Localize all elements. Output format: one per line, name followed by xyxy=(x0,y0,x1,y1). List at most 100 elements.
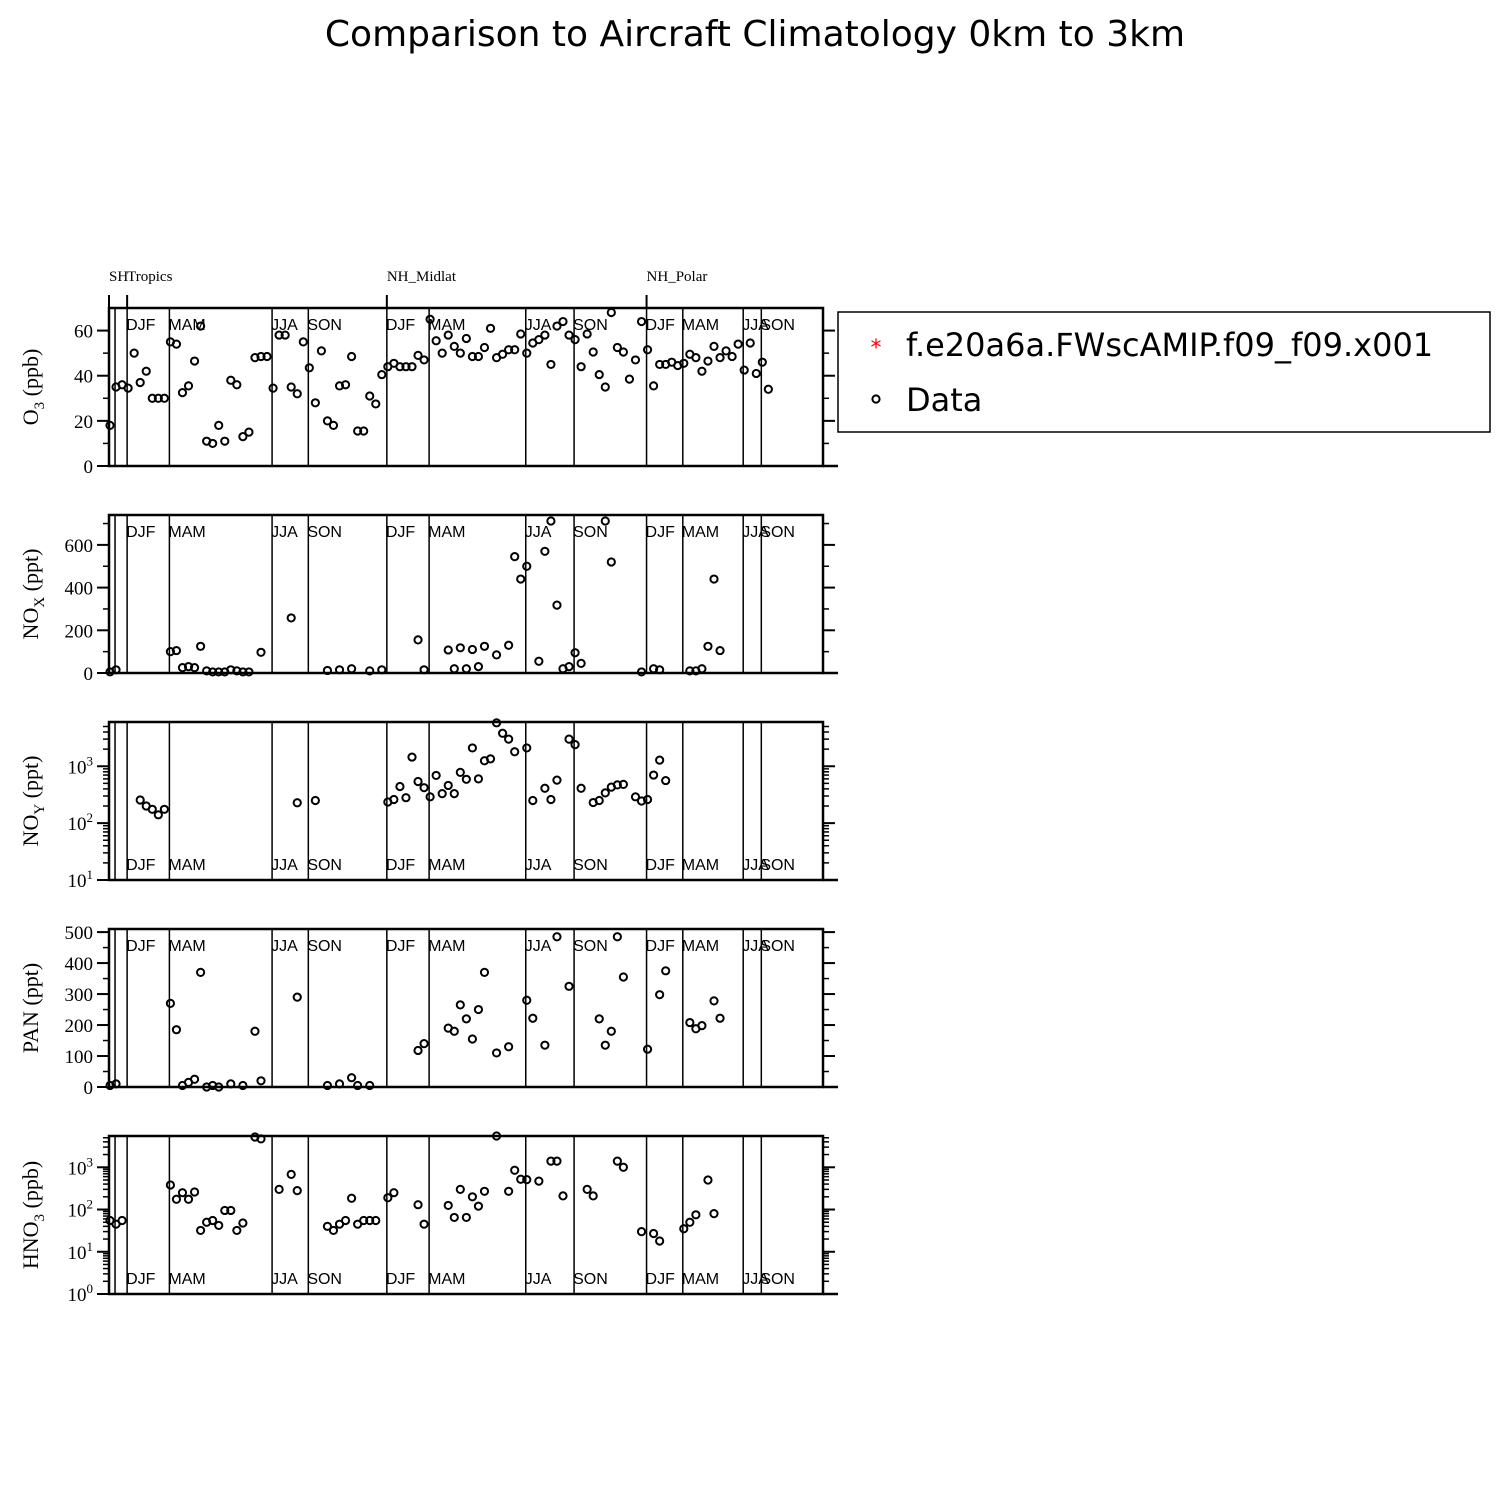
data-point xyxy=(359,426,369,436)
data-point xyxy=(419,355,429,365)
season-label: SON xyxy=(307,317,342,334)
legend-label-data: Data xyxy=(906,381,982,419)
data-point xyxy=(552,1156,562,1166)
data-point xyxy=(473,1004,484,1015)
data-point xyxy=(649,381,659,391)
data-point xyxy=(316,346,326,356)
season-label: MAM xyxy=(428,524,465,541)
data-point xyxy=(588,347,598,357)
region-label: NH_Polar xyxy=(647,269,708,285)
data-point xyxy=(238,1218,248,1228)
data-point xyxy=(165,1180,175,1190)
data-point xyxy=(715,353,725,363)
data-point xyxy=(226,665,236,675)
data-point xyxy=(328,1225,339,1236)
data-point xyxy=(546,516,556,526)
data-point xyxy=(286,1169,296,1179)
y-tick-label: 600 xyxy=(65,536,94,557)
season-label: JJA xyxy=(742,524,769,541)
data-point xyxy=(540,546,550,556)
data-point xyxy=(123,383,133,393)
data-point xyxy=(437,348,447,358)
data-point xyxy=(606,307,616,318)
data-point xyxy=(558,1191,568,1201)
data-point xyxy=(105,420,115,430)
data-point xyxy=(522,1175,532,1185)
data-point xyxy=(600,788,610,798)
data-point xyxy=(630,792,641,802)
season-label: JJA xyxy=(525,857,552,874)
data-point xyxy=(624,374,635,384)
data-point xyxy=(238,1080,248,1091)
region-label: NH_Midlat xyxy=(387,269,457,285)
data-point xyxy=(582,1184,592,1194)
data-point xyxy=(340,380,351,390)
y-tick-label: 60 xyxy=(74,322,93,343)
data-point xyxy=(202,666,212,676)
data-point xyxy=(516,1174,526,1184)
data-point xyxy=(310,398,320,408)
data-point xyxy=(334,381,345,391)
data-point xyxy=(220,436,230,446)
data-point xyxy=(189,663,200,673)
y-tick-label: 100 xyxy=(65,1047,94,1068)
season-label: JJA xyxy=(271,857,298,874)
data-point xyxy=(461,664,471,674)
data-point xyxy=(467,351,477,362)
y-tick-label: 300 xyxy=(65,985,94,1006)
season-label: JJA xyxy=(742,1271,769,1288)
data-point xyxy=(510,747,520,757)
season-label: SON xyxy=(307,524,342,541)
data-point xyxy=(546,359,556,370)
data-point xyxy=(395,362,405,372)
data-point xyxy=(570,740,580,750)
data-point xyxy=(340,1215,351,1226)
data-point xyxy=(739,365,749,375)
data-point xyxy=(449,1026,459,1036)
data-point xyxy=(431,770,441,781)
data-point xyxy=(244,427,254,437)
data-point xyxy=(618,972,629,982)
data-point xyxy=(504,640,514,650)
data-point xyxy=(214,1220,224,1231)
data-point xyxy=(522,995,532,1005)
data-point xyxy=(479,1186,490,1196)
season-label: DJF xyxy=(126,524,156,541)
data-point xyxy=(183,1194,194,1204)
data-point xyxy=(214,1082,224,1092)
data-point xyxy=(570,648,580,658)
data-point xyxy=(534,656,544,666)
y-tick-label: 20 xyxy=(74,412,93,433)
data-point xyxy=(177,1188,188,1198)
data-point xyxy=(552,775,562,785)
data-point xyxy=(649,1228,659,1239)
data-point xyxy=(473,774,484,784)
data-point xyxy=(353,426,363,436)
data-point xyxy=(165,647,175,657)
data-point xyxy=(636,1227,647,1237)
data-point xyxy=(413,350,423,360)
data-point xyxy=(413,776,423,787)
data-point xyxy=(334,665,345,675)
data-point xyxy=(189,1187,200,1197)
y-tick-label: 0 xyxy=(84,1078,94,1099)
data-point xyxy=(528,795,538,806)
data-point xyxy=(377,665,387,675)
y-tick-label: 102 xyxy=(68,1197,94,1222)
data-point xyxy=(504,1186,514,1196)
data-point xyxy=(226,375,236,385)
data-point xyxy=(522,348,532,358)
data-point xyxy=(467,1034,477,1044)
season-label: SON xyxy=(307,938,342,955)
data-point xyxy=(649,770,659,780)
data-point xyxy=(703,356,713,366)
season-label: DJF xyxy=(646,857,676,874)
data-point xyxy=(455,643,465,653)
data-point xyxy=(371,1215,381,1226)
data-point xyxy=(727,351,737,362)
data-point xyxy=(479,967,490,977)
data-point xyxy=(431,336,441,346)
data-point xyxy=(407,362,417,372)
data-point xyxy=(516,574,526,584)
data-point xyxy=(232,380,242,390)
